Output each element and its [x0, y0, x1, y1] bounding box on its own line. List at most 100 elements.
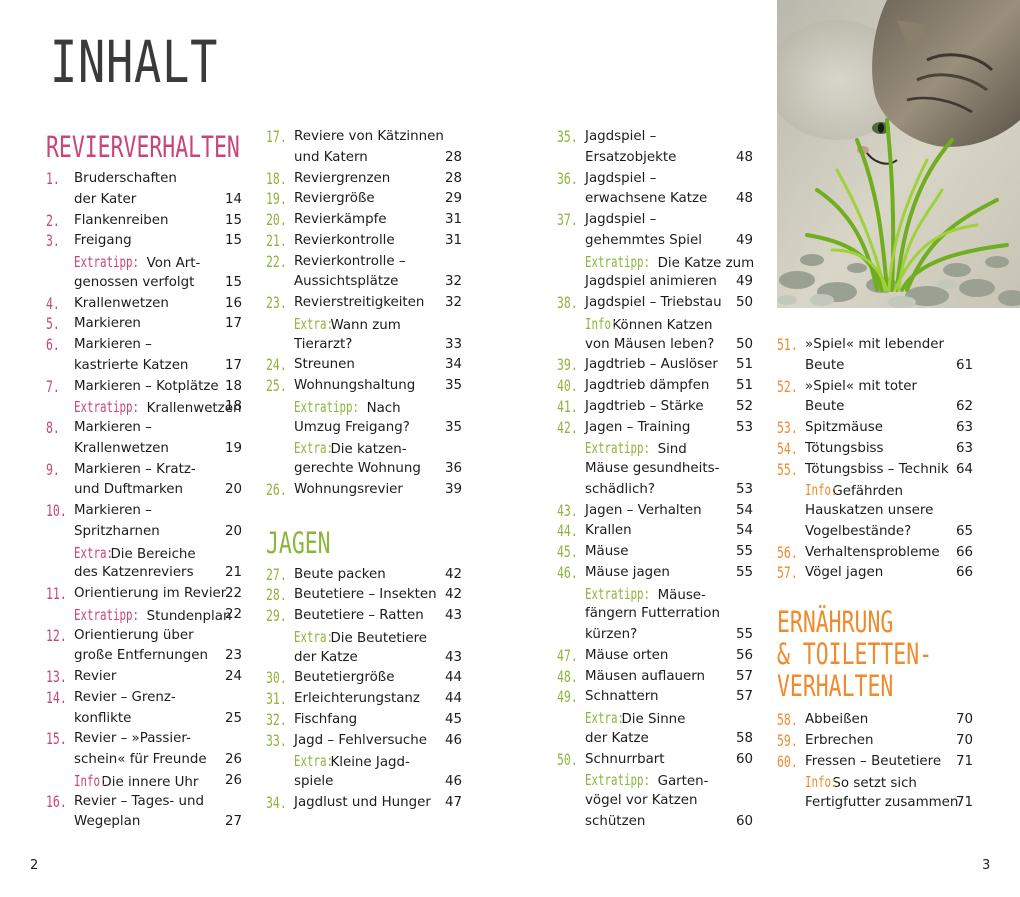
toc-line: 9. Markieren – Kratz- — [46, 460, 242, 481]
toc-line: der Katze 43 — [266, 648, 462, 669]
toc-line: 45. Mäuse 55 — [557, 542, 753, 563]
entry-number: 49. — [557, 687, 578, 707]
entry-title: Umzug Freigang? — [294, 418, 410, 439]
entry-text: Vogelbestände? — [805, 523, 912, 539]
page-number: 46 — [444, 732, 462, 748]
entry-text: Mäuse orten — [585, 647, 669, 663]
entry-title: Tötungsbiss — [805, 439, 884, 460]
page-number: 48 — [735, 149, 753, 165]
entry-title: Revier – Grenz- — [74, 688, 176, 709]
entry-text: Flankenreiben — [74, 212, 169, 228]
entry-text: Verhaltensprobleme — [805, 544, 940, 560]
toc-sub-entry: Extra: Die katzen-gerechte Wohnung 36 — [266, 438, 462, 480]
toc-entry: 1. Bruderschaften der Kater 14 — [46, 169, 242, 211]
entry-text: schädlich? — [585, 481, 655, 497]
toc-sub-entry: Extratipp: Die Katze zum Jagdspiel animie… — [557, 252, 754, 294]
entry-text: konflikte — [74, 710, 132, 726]
entry-label: Extratipp: — [585, 771, 651, 790]
entry-number: 30. — [266, 668, 287, 688]
toc-line: Krallenwetzen 19 — [46, 439, 242, 460]
toc-line: Extratipp: Mäuse- — [557, 584, 753, 605]
entry-title: Fertigfutter zusammen — [805, 793, 958, 814]
page-number: 27 — [224, 814, 242, 830]
toc-sub-entry: Info: Können Katzen von Mäusen leben? 50 — [557, 314, 753, 356]
toc-line: 42. Jagen – Training 53 — [557, 418, 753, 439]
entry-text: Jagen – Training — [585, 419, 691, 435]
toc-line: Extra: Kleine Jagd- — [266, 751, 462, 772]
entry-title: große Entfernungen — [74, 646, 208, 667]
toc-entry: 20. Revierkämpfe 31 — [266, 210, 462, 231]
toc-entry: 22. Revierkontrolle – Aussichtsplätze 32 — [266, 252, 462, 294]
entry-text: So setzt sich — [832, 776, 917, 792]
page-number: 54 — [735, 502, 753, 518]
toc-line: Extra: Die Bereiche — [46, 543, 242, 564]
toc-entry: 6. Markieren – kastrierte Katzen 17 — [46, 335, 242, 377]
toc-line: und Katern 28 — [266, 148, 462, 169]
page-number: 24 — [224, 669, 242, 684]
entry-number: 58. — [777, 710, 798, 729]
toc-line: große Entfernungen 23 — [46, 646, 242, 667]
entry-number: 14. — [46, 687, 67, 707]
entry-title: Orientierung über — [74, 626, 194, 647]
page-number-right: 3 — [982, 858, 991, 873]
toc-line: schützen 60 — [557, 812, 753, 833]
entry-text: Die Sinne — [621, 712, 686, 727]
entry-text: Markieren — [74, 316, 141, 332]
entry-number: 52. — [777, 376, 798, 396]
cat-eating-grass-photo — [777, 0, 1020, 308]
toc-column-4: 51. »Spiel« mit lebender Beute 61 52. »Spiel«… — [777, 335, 973, 814]
toc-sub-entry: Extra: Die Bereiche des Katzenreviers 21 — [46, 543, 242, 585]
toc-line: der Kater 14 — [46, 190, 242, 211]
entry-number: 42. — [557, 417, 578, 437]
entry-text: gehemmtes Spiel — [585, 232, 702, 248]
entry-text: kastrierte Katzen — [74, 357, 189, 373]
entry-number: 9. — [46, 459, 60, 479]
page-number: 26 — [224, 772, 242, 788]
entry-title: Markieren – — [74, 418, 152, 439]
entry-text: Markieren – Kotplätze — [74, 378, 219, 394]
entry-title: Revierkontrolle – — [294, 252, 406, 273]
toc-line: 33. Jagd – Fehlversuche 46 — [266, 731, 462, 752]
entry-text: kürzen? — [585, 627, 638, 642]
entry-number: 34. — [266, 792, 287, 812]
entry-number: 40. — [557, 376, 578, 395]
entry-text: Jagdtrieb – Auslöser — [585, 357, 718, 373]
entry-text: Stundenplan — [146, 608, 232, 624]
entry-title: Jagdlust und Hunger — [294, 793, 431, 814]
entry-number: 50. — [557, 749, 578, 769]
entry-title: schädlich? — [585, 480, 655, 501]
toc-entry: 9. Markieren – Kratz-und Duftmarken 20 — [46, 460, 242, 502]
page-number: 70 — [955, 732, 973, 748]
entry-title: Beute — [805, 356, 844, 377]
entry-text: Spritzharnen — [74, 523, 160, 539]
page-number: 57 — [735, 668, 753, 684]
entry-title: Vögel jagen — [805, 563, 883, 584]
toc-entry: 43. Jagen – Verhalten 54 — [557, 501, 753, 522]
toc-line: kürzen? 55 — [557, 625, 753, 646]
section-heading: REVIERVERHALTEN — [46, 130, 240, 164]
entry-title: Beutetiere – Insekten — [294, 585, 437, 606]
toc-line: 11. Orientierung im Revier 22 — [46, 584, 242, 605]
toc-line: 7. Markieren – Kotplätze 18 — [46, 377, 242, 398]
page-number: 18 — [224, 378, 242, 394]
entry-text: Erbrechen — [805, 732, 874, 748]
entry-title: der Katze — [585, 729, 649, 750]
page-number: 35 — [444, 419, 462, 435]
toc-entry: 21. Revierkontrolle 31 — [266, 231, 462, 252]
page-number: 55 — [735, 627, 753, 642]
page-number: 23 — [224, 648, 242, 664]
entry-number: 31. — [266, 689, 287, 708]
toc-column-1: REVIERVERHALTEN 1. Bruderschaften der Kater… — [46, 127, 242, 833]
entry-text: Mäuse gesundheits- — [585, 461, 720, 476]
toc-sub-entry: Extratipp: Nach Umzug Freigang? 35 — [266, 397, 462, 439]
entry-number: 48. — [557, 666, 578, 686]
entry-text: Wohnungsrevier — [294, 481, 403, 497]
entry-label: Extra: — [294, 439, 334, 458]
section-heading-line: ERNÄHRUNG — [777, 605, 894, 639]
toc-line: gehemmtes Spiel 49 — [557, 231, 753, 252]
page-number: 15 — [224, 233, 242, 249]
entry-text: Kleine Jagd- — [330, 755, 410, 771]
toc-line: gerechte Wohnung 36 — [266, 459, 462, 480]
page-number: 26 — [224, 752, 242, 767]
entry-title: Tötungsbiss – Technik — [805, 460, 949, 481]
